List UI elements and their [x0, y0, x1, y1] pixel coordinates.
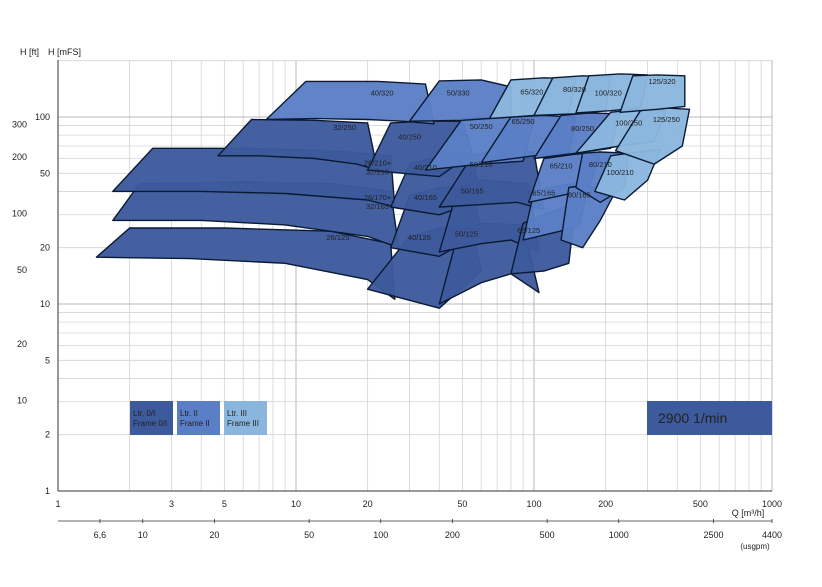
usgpm-tick-label: 100: [373, 530, 388, 540]
pump-region-label: 100/210: [607, 168, 634, 177]
usgpm-tick-label: 2500: [704, 530, 724, 540]
pump-region-label: 125/250: [653, 115, 680, 124]
usgpm-tick-label: 20: [209, 530, 219, 540]
usgpm-tick-label: 1000: [609, 530, 629, 540]
x-tick-label: 200: [598, 499, 613, 509]
pump-region-label: 40/250: [398, 132, 421, 141]
pump-region-label: 40/165: [414, 193, 437, 202]
pump-regions: [95, 73, 691, 309]
pump-region-label: 65/125: [517, 226, 540, 235]
legend-label: Frame 0/I: [133, 419, 167, 428]
x-tick-label: 1000: [762, 499, 782, 509]
y-tick-label-ft: 50: [17, 265, 27, 275]
y-tick-label-ft: 100: [12, 208, 27, 218]
y-tick-label-m: 5: [45, 355, 50, 365]
y-tick-label-m: 100: [35, 112, 50, 122]
x-tick-label: 500: [693, 499, 708, 509]
pump-region-label: 65/320: [520, 87, 543, 96]
usgpm-tick-label: 10: [138, 530, 148, 540]
pump-region-label: 32/165: [366, 202, 389, 211]
pump-region: [95, 227, 396, 300]
legend-label: Ltr. III: [227, 409, 247, 418]
y-tick-label-m: 2: [45, 430, 50, 440]
pump-region-label: 80/320: [563, 85, 586, 94]
pump-region-label: 80/165: [568, 191, 591, 200]
x-tick-label: 5: [222, 499, 227, 509]
pump-region-label: 50/125: [455, 229, 478, 238]
y-tick-label-m: 1: [45, 486, 50, 496]
x-tick-label: 3: [169, 499, 174, 509]
usgpm-tick-label: 6,6: [94, 530, 107, 540]
y-tick-label-m: 50: [40, 168, 50, 178]
pump-region-label: 32/210: [366, 168, 389, 177]
pump-region-label: 40/125: [408, 233, 431, 242]
speed-box: [647, 401, 772, 435]
y-axis-label-ft: H [ft]: [20, 47, 39, 57]
tick-labels: 1 3 5 10 20 50 100 200 500 1000 6,6 10 20 50 100 200 500…: [12, 112, 782, 540]
legend-label: Ltr. II: [180, 409, 198, 418]
pump-region-label: 100/250: [615, 119, 642, 128]
legend-label: Frame III: [227, 419, 259, 428]
pump-region-label: 80/210: [589, 160, 612, 169]
pump-region: [265, 80, 435, 125]
x-tick-label: 100: [526, 499, 541, 509]
usgpm-tick-label: 500: [540, 530, 555, 540]
x-tick-label: 10: [291, 499, 301, 509]
pump-region: [619, 74, 686, 114]
usgpm-tick-label: 4400: [762, 530, 782, 540]
x-tick-label: 50: [457, 499, 467, 509]
legend-swatch: [130, 401, 173, 435]
pump-region-label: 40/320: [371, 89, 394, 98]
pump-region-label: 50/210: [470, 160, 493, 169]
pump-region-label: 65/165: [532, 189, 555, 198]
pump-region-label: 40/210: [414, 163, 437, 172]
x-axis-label: Q [m³/h]: [732, 508, 765, 518]
pump-region-label: 125/320: [648, 77, 675, 86]
y-tick-label-ft: 20: [17, 339, 27, 349]
axes: [57, 60, 772, 522]
y-tick-label-ft: 300: [12, 119, 27, 129]
pump-region-label: 50/330: [447, 89, 470, 98]
speed-label: 2900 1/min: [658, 410, 727, 426]
x-axis-label-usgpm: (usgpm): [740, 542, 770, 551]
y-tick-label-ft: 200: [12, 152, 27, 162]
pump-region-label: 50/250: [470, 122, 493, 131]
y-tick-label-m: 10: [40, 299, 50, 309]
pump-region-label: 26/170+: [364, 193, 392, 202]
legend-label: Ltr. 0/I: [133, 409, 155, 418]
x-tick-label: 20: [363, 499, 373, 509]
legend-label: Frame II: [180, 419, 210, 428]
usgpm-tick-label: 200: [445, 530, 460, 540]
usgpm-tick-label: 50: [304, 530, 314, 540]
legend-swatch: [224, 401, 267, 435]
pump-region-label: 26/125: [326, 233, 349, 242]
pump-region-label: 65/250: [512, 117, 535, 126]
pump-region-label: 32/250: [333, 123, 356, 132]
pump-region-labels: 26/125 26/170+32/165 26/210+32/210 40/125 40…: [326, 77, 680, 242]
pump-region-label: 80/250: [571, 124, 594, 133]
x-tick-label: 1: [55, 499, 60, 509]
y-tick-label-ft: 10: [17, 395, 27, 405]
y-axis-label-mfs: H [mFS]: [48, 47, 81, 57]
pump-region-label: 50/165: [461, 186, 484, 195]
pump-region-label: 65/210: [550, 162, 573, 171]
pump-region-label: 100/320: [595, 89, 622, 98]
legend-swatch: [177, 401, 220, 435]
pump-region-label: 26/210+: [364, 159, 392, 168]
y-tick-label-m: 20: [40, 243, 50, 253]
pump-region: [112, 147, 396, 208]
